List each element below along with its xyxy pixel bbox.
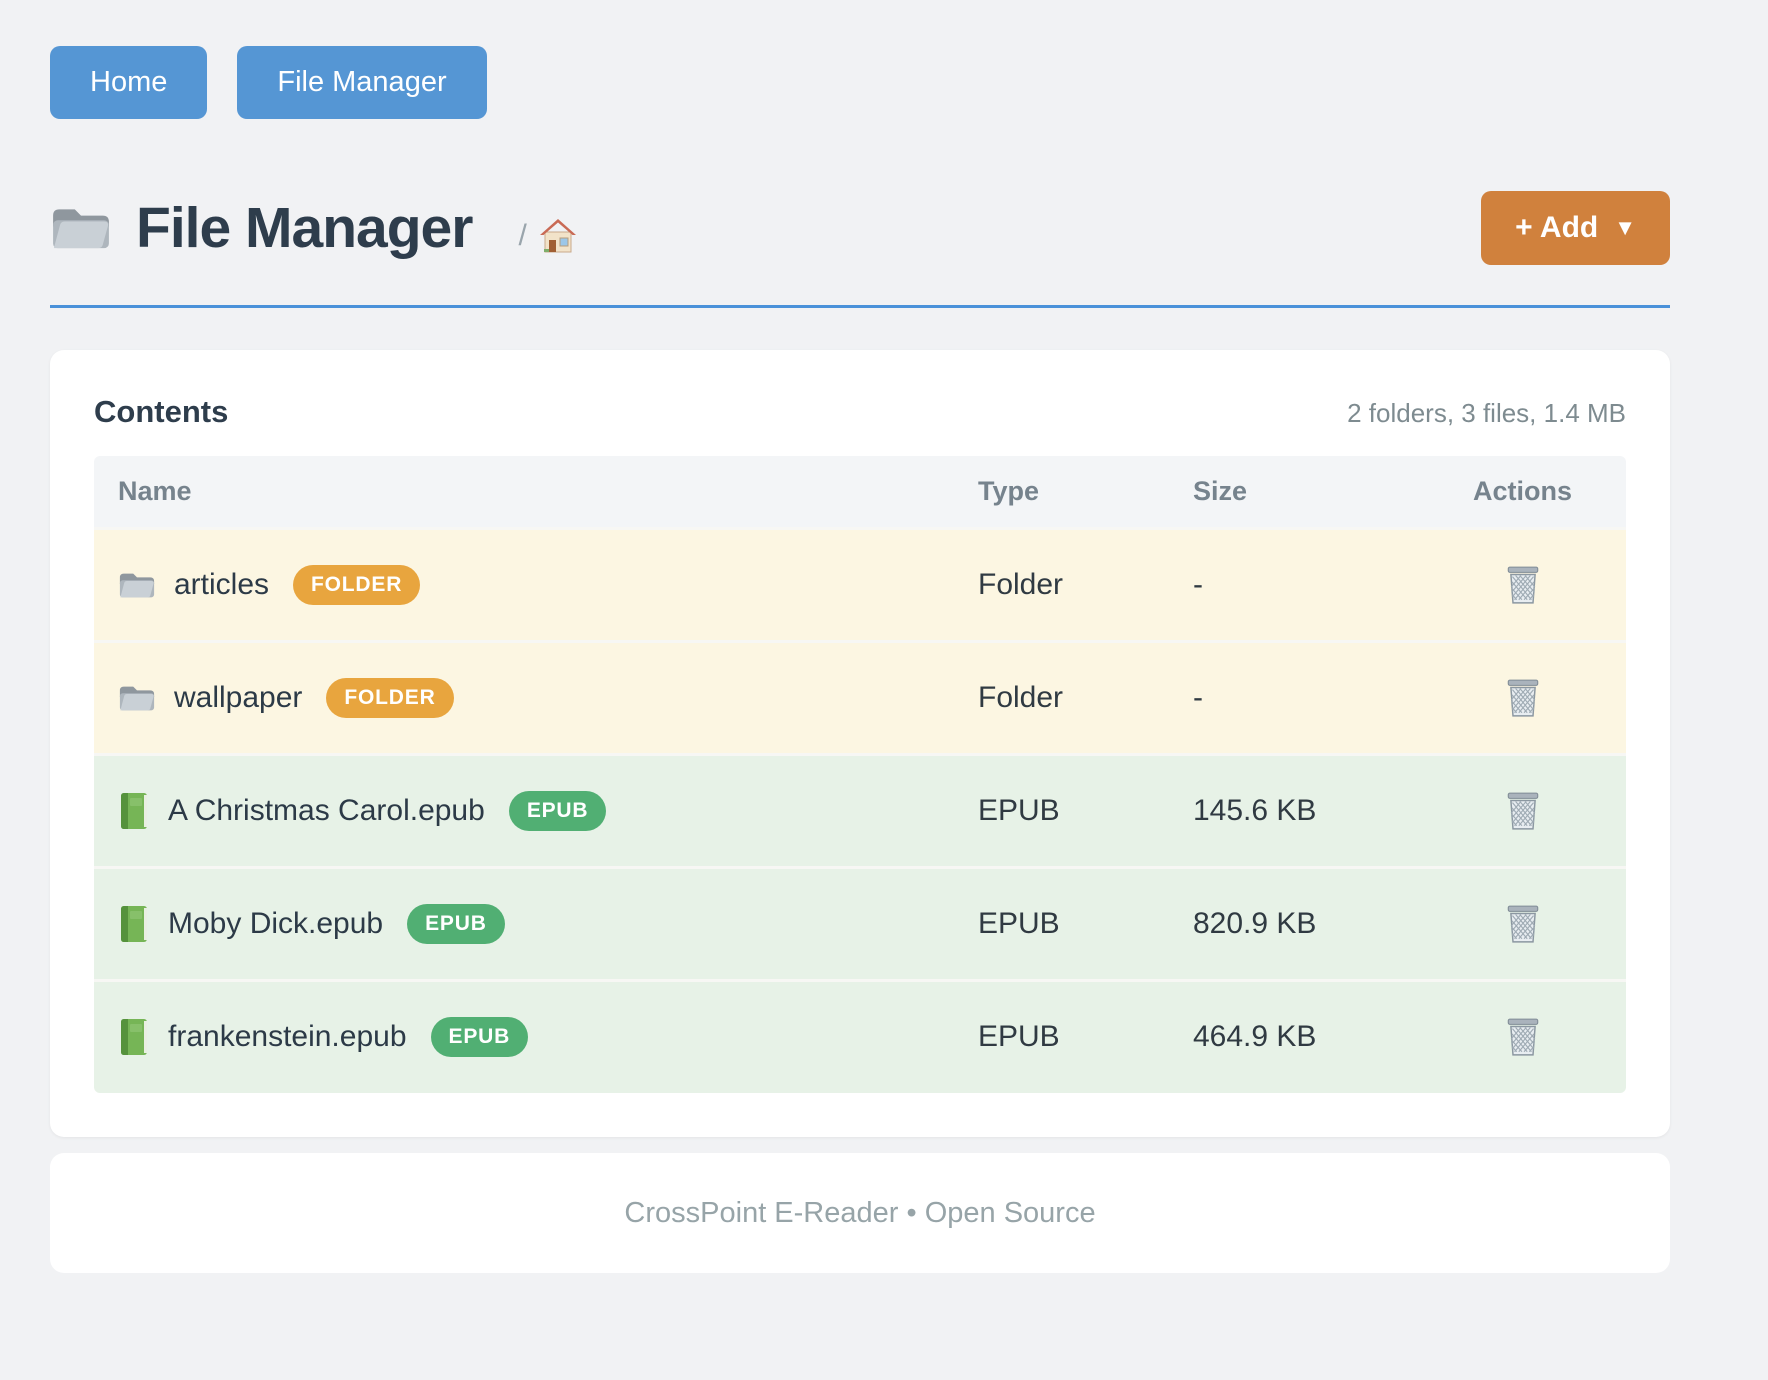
chevron-down-icon: ▼ <box>1614 215 1636 240</box>
file-size: 145.6 KB <box>1193 793 1317 827</box>
footer: CrossPoint E-Reader • Open Source <box>50 1153 1670 1273</box>
table-row[interactable]: articles FOLDER Folder - <box>94 528 1626 641</box>
green-book-icon <box>118 905 150 943</box>
file-size: 820.9 KB <box>1193 906 1317 940</box>
breadcrumb-separator: / <box>518 219 527 252</box>
contents-card: Contents 2 folders, 3 files, 1.4 MB Name… <box>50 350 1670 1137</box>
page: Home File Manager File Manager / + Add ▼… <box>50 0 1670 1273</box>
green-book-icon <box>118 792 150 830</box>
table-row[interactable]: A Christmas Carol.epub EPUB EPUB 145.6 K… <box>94 754 1626 867</box>
file-size: - <box>1193 567 1203 601</box>
file-name: wallpaper <box>174 680 303 714</box>
table-row[interactable]: wallpaper FOLDER Folder - <box>94 641 1626 754</box>
trash-icon <box>1505 1017 1541 1057</box>
trash-icon <box>1505 678 1541 718</box>
page-title: File Manager <box>136 196 473 260</box>
folder-icon <box>118 681 156 715</box>
file-type: EPUB <box>978 793 1060 827</box>
trash-icon <box>1505 904 1541 944</box>
accent-divider <box>50 305 1670 308</box>
file-size: - <box>1193 680 1203 714</box>
page-header: File Manager / + Add ▼ <box>50 191 1670 265</box>
file-type: Folder <box>978 680 1064 714</box>
delete-button[interactable] <box>1501 561 1545 609</box>
type-badge: EPUB <box>508 790 607 831</box>
file-name: A Christmas Carol.epub <box>168 793 485 827</box>
column-header-size: Size <box>1193 475 1248 506</box>
file-type: EPUB <box>978 1020 1060 1054</box>
type-badge: FOLDER <box>326 677 454 718</box>
delete-button[interactable] <box>1501 1013 1545 1061</box>
home-button[interactable]: Home <box>50 46 208 119</box>
type-badge: EPUB <box>407 903 505 944</box>
delete-button[interactable] <box>1501 900 1545 948</box>
delete-button[interactable] <box>1501 787 1545 835</box>
type-badge: EPUB <box>430 1017 529 1058</box>
file-name: articles <box>174 567 270 601</box>
breadcrumb: / <box>518 218 576 254</box>
contents-summary: 2 folders, 3 files, 1.4 MB <box>1347 398 1626 428</box>
add-button-label: + Add <box>1515 211 1599 244</box>
file-type: Folder <box>978 567 1064 601</box>
table-row[interactable]: frankenstein.epub EPUB EPUB 464.9 KB <box>94 980 1626 1093</box>
top-nav: Home File Manager <box>50 46 1670 119</box>
file-type: EPUB <box>978 906 1060 940</box>
file-name: frankenstein.epub <box>168 1020 407 1054</box>
delete-button[interactable] <box>1501 674 1545 722</box>
table-row[interactable]: Moby Dick.epub EPUB EPUB 820.9 KB <box>94 867 1626 980</box>
column-header-actions: Actions <box>1472 475 1572 506</box>
folder-icon <box>118 568 156 602</box>
contents-heading: Contents <box>94 394 229 429</box>
file-table: Name Type Size Actions articles FOLDER <box>94 456 1626 1093</box>
footer-text: CrossPoint E-Reader • Open Source <box>624 1196 1096 1229</box>
file-name: Moby Dick.epub <box>168 906 384 940</box>
trash-icon <box>1505 791 1541 831</box>
add-button[interactable]: + Add ▼ <box>1481 191 1670 265</box>
file-manager-button[interactable]: File Manager <box>237 46 487 119</box>
trash-icon <box>1505 565 1541 605</box>
file-size: 464.9 KB <box>1193 1020 1317 1054</box>
column-header-type: Type <box>978 475 1040 506</box>
house-icon[interactable] <box>539 218 577 254</box>
folder-icon <box>50 203 112 253</box>
column-header-name: Name <box>118 475 192 506</box>
table-header-row: Name Type Size Actions <box>94 456 1626 528</box>
green-book-icon <box>118 1018 150 1056</box>
type-badge: FOLDER <box>293 564 421 605</box>
